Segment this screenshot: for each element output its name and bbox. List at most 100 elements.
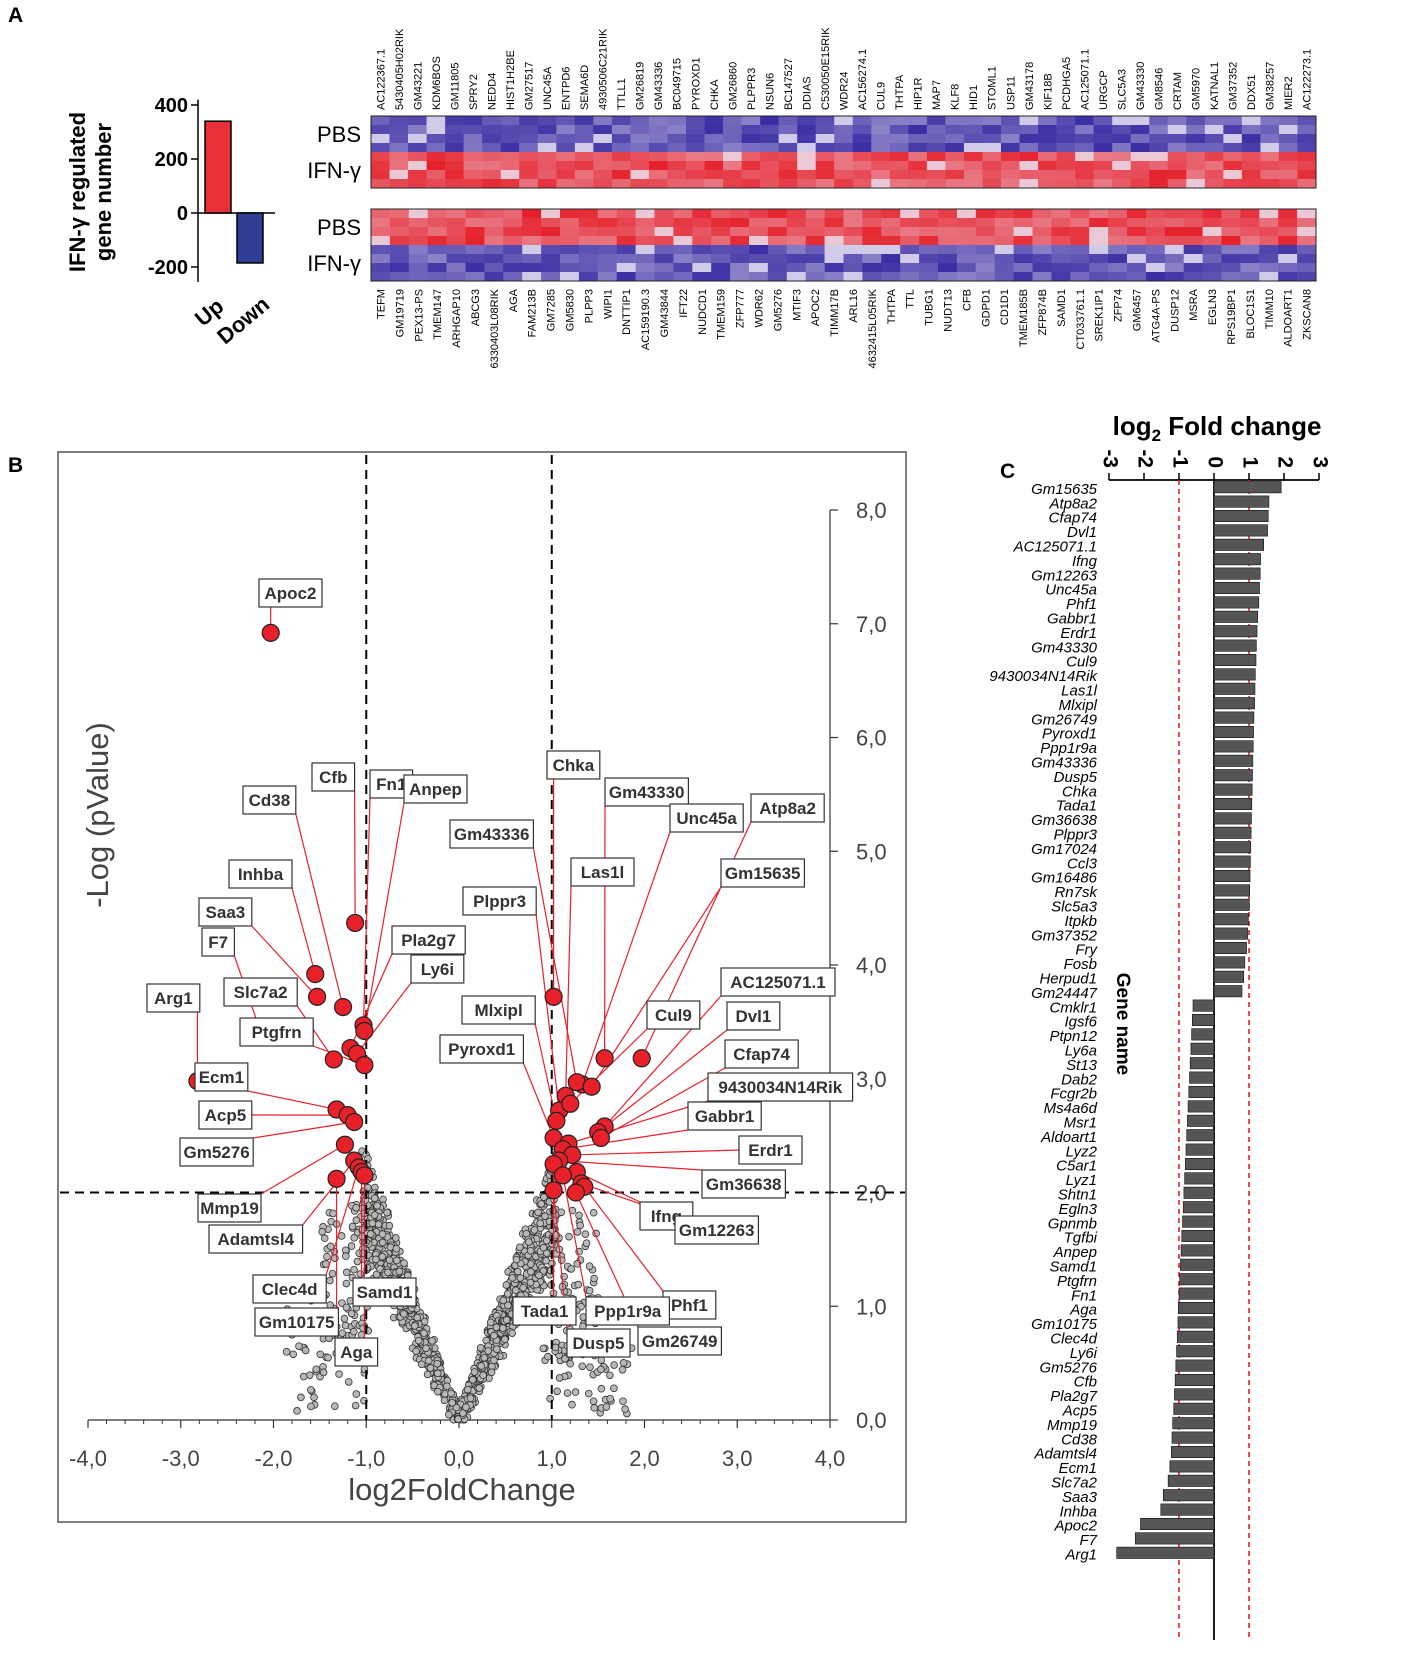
gene-label: SAMD1 [1056, 289, 1068, 327]
heatmap-cell [938, 236, 958, 246]
heatmap-cell [611, 134, 631, 144]
heatmap-cell [556, 125, 576, 135]
point-label-box [720, 967, 836, 997]
heatmap-cell [1278, 125, 1298, 135]
fold-change-bar [1213, 725, 1254, 738]
heatmap-cell [881, 263, 901, 273]
significant-point-gm10175 [327, 1169, 346, 1188]
heatmap-cell [1278, 116, 1298, 126]
gene-name-label: Unc45a [1045, 582, 1097, 599]
nonsig-point [525, 1238, 533, 1246]
heatmap-cell [371, 179, 390, 189]
heatmap-cell [862, 263, 882, 273]
nonsig-point [479, 1371, 487, 1380]
nonsig-point [475, 1384, 483, 1392]
heatmap-cell [862, 245, 882, 255]
heatmap-cell [797, 143, 817, 153]
heatmap-cell [500, 179, 520, 189]
heatmap-cell [445, 152, 464, 162]
heatmap-cell [1260, 125, 1280, 135]
point-label: Gm26749 [642, 1332, 718, 1351]
gene-label: AC159190.3 [640, 289, 652, 350]
heatmap-cell [408, 161, 427, 171]
leader-line [581, 831, 671, 1085]
heatmap-cell [408, 134, 427, 144]
fold-change-bar [1213, 682, 1256, 695]
leader-line [354, 790, 356, 923]
point-label: Plppr3 [473, 892, 526, 911]
heatmap-cell [446, 263, 466, 273]
nonsig-point [597, 1384, 606, 1393]
nonsig-point [486, 1318, 495, 1327]
heatmap-cell [1240, 227, 1260, 237]
heatmap-cell [862, 218, 882, 228]
panel-letter-b: B [8, 454, 23, 477]
x-tick-label: -1,0 [347, 1446, 385, 1471]
heatmap-cell [963, 116, 983, 126]
gene-name-label: Itpkb [1064, 913, 1097, 930]
gene-label: 6330403L08RIK [489, 288, 501, 368]
heatmap-cell [560, 209, 580, 219]
heatmap-cell [522, 209, 542, 219]
gene-name-label: Arg1 [1064, 1547, 1097, 1564]
heatmap-cell [1259, 245, 1279, 255]
heatmap-cell [389, 263, 410, 273]
point-label-box [750, 793, 825, 823]
heatmap-cell [635, 227, 655, 237]
gene-label: KIF18B [1042, 73, 1054, 110]
nonsig-point [349, 1327, 358, 1336]
fold-change-bar [1213, 740, 1254, 753]
heatmap-cell [1108, 218, 1128, 228]
point-label: Gm36638 [706, 1175, 782, 1194]
heatmap-cell [1183, 263, 1203, 273]
fold-change-bar [1213, 524, 1268, 537]
point-label: Pyroxd1 [448, 1040, 515, 1059]
heatmap-border [370, 115, 1317, 189]
gene-label: THTPA [894, 74, 906, 110]
leader-line [604, 995, 722, 1127]
gene-label: GM43178 [1024, 62, 1036, 110]
nonsig-point [338, 1329, 347, 1337]
heatmap-cell [371, 209, 391, 219]
heatmap-cell [1278, 209, 1298, 219]
gene-label: GM7285 [546, 289, 558, 331]
heatmap-cell [741, 134, 761, 144]
y-axis-label-line2: gene number [91, 122, 116, 261]
heatmap-cell [786, 272, 806, 282]
heatmap-cell [1032, 236, 1052, 246]
gene-label: GM5276 [772, 289, 784, 331]
heatmap-cell [1051, 272, 1071, 282]
point-label-box [223, 977, 298, 1007]
gene-name-label: Chka [1062, 783, 1097, 800]
gene-label: HID1 [968, 85, 980, 110]
heatmap-cell [1278, 263, 1298, 273]
gene-name-label: Fn1 [1071, 1287, 1097, 1304]
point-label-box [512, 1296, 577, 1326]
heatmap-cell [881, 254, 901, 264]
heatmap-cell [778, 170, 798, 180]
nonsig-point [293, 1407, 301, 1415]
point-label: Mlxipl [475, 1001, 523, 1020]
heatmap-cell [1240, 263, 1260, 273]
heatmap-cell [749, 263, 769, 273]
nonsig-point [444, 1410, 453, 1419]
leader-line [583, 1186, 664, 1292]
gene-name-label: Lyz2 [1066, 1143, 1098, 1160]
heatmap-cell [1259, 263, 1279, 273]
fold-change-bar [1160, 1503, 1215, 1516]
heatmap-cell [484, 209, 504, 219]
nonsig-point [536, 1219, 544, 1227]
nonsig-point [484, 1347, 492, 1355]
heatmap-cell [749, 245, 769, 255]
heatmap-cell [919, 209, 939, 219]
point-label: Acp5 [205, 1106, 247, 1125]
heatmap-cell [654, 218, 674, 228]
fold-change-bar [1176, 1330, 1215, 1343]
heatmap-cell [1089, 254, 1109, 264]
heatmap-cell [1112, 179, 1132, 189]
fold-change-bar [1213, 581, 1260, 594]
nonsig-point [555, 1374, 564, 1382]
gene-label: IFT22 [678, 289, 690, 318]
nonsig-point [384, 1268, 392, 1277]
